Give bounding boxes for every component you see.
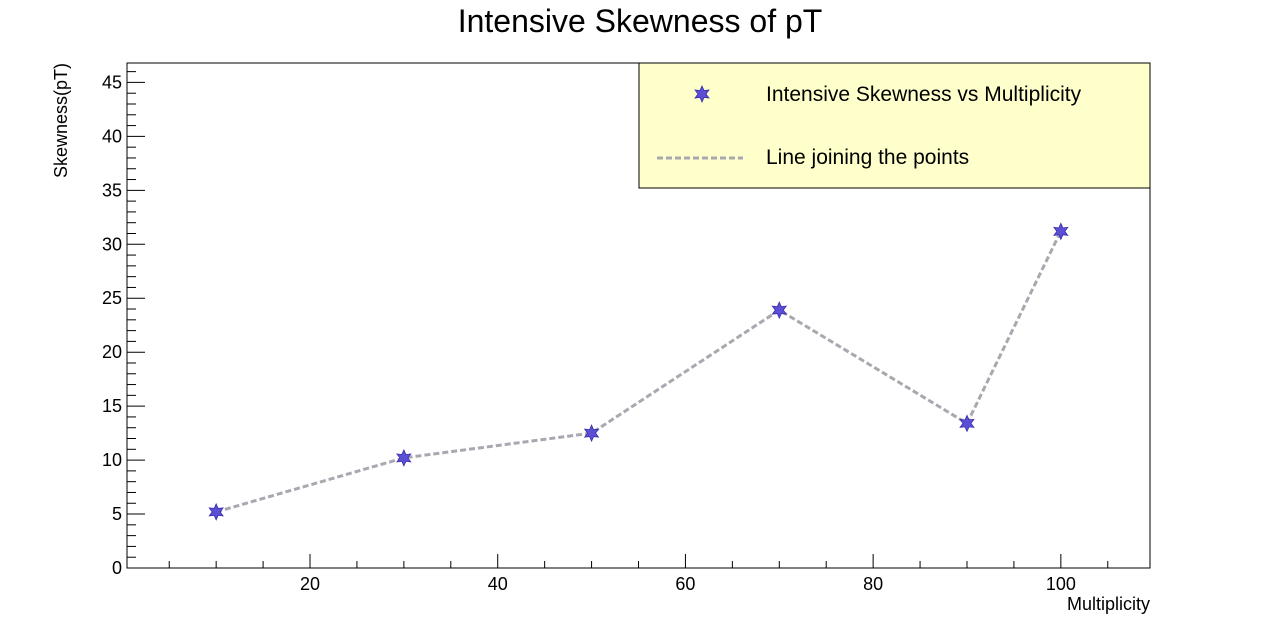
y-tick-label: 15	[102, 396, 122, 416]
y-tick-label: 40	[102, 126, 122, 146]
legend-star-marker	[694, 85, 710, 103]
x-tick-label: 60	[675, 574, 695, 594]
y-tick-label: 10	[102, 450, 122, 470]
joining-line	[215, 230, 1063, 514]
x-tick-label: 100	[1046, 574, 1076, 594]
plot-area	[208, 222, 1069, 521]
data-point-star	[396, 448, 412, 467]
data-point-star	[1053, 222, 1069, 241]
y-axis: 0 5 10 15 20 25 30 35 40 45	[102, 71, 145, 578]
y-tick-label: 0	[112, 558, 122, 578]
y-tick-label: 20	[102, 342, 122, 362]
x-tick-label: 80	[863, 574, 883, 594]
y-tick-label: 5	[112, 504, 122, 524]
data-point-star	[959, 414, 975, 433]
y-tick-label: 45	[102, 72, 122, 92]
legend-label-line: Line joining the points	[766, 146, 969, 169]
y-tick-label: 30	[102, 234, 122, 254]
y-axis-title: Skewness(pT)	[51, 63, 71, 178]
y-tick-label: 25	[102, 288, 122, 308]
chart-title: Intensive Skewness of pT	[458, 3, 823, 39]
legend-box	[638, 62, 1151, 189]
legend: Intensive Skewness vs Multiplicity Line …	[638, 62, 1151, 189]
y-tick-label: 35	[102, 180, 122, 200]
x-tick-label: 20	[300, 574, 320, 594]
x-axis: 20 40 60 80 100	[168, 554, 1109, 594]
legend-star-icon	[694, 85, 710, 103]
data-point-star	[208, 502, 224, 521]
data-point-star	[583, 424, 600, 443]
x-tick-label: 40	[488, 574, 508, 594]
legend-label-series: Intensive Skewness vs Multiplicity	[766, 83, 1082, 106]
data-point-star	[771, 301, 788, 320]
x-axis-title: Multiplicity	[1067, 594, 1150, 614]
